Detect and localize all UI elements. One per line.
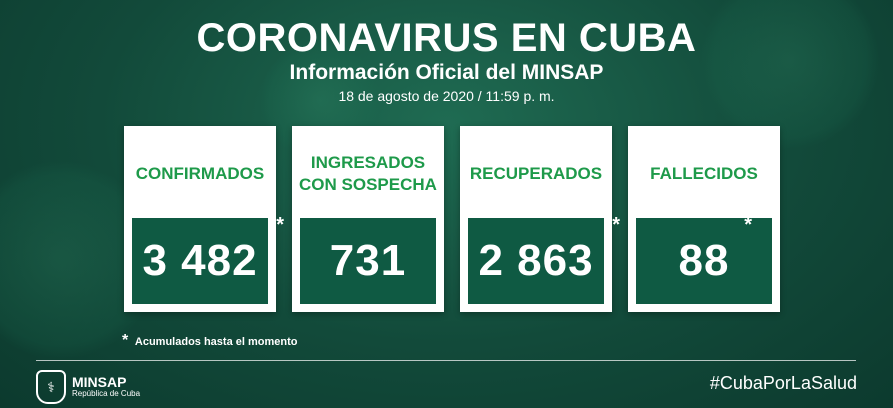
logo-sub: República de Cuba: [72, 389, 141, 398]
card-fallecidos: FALLECIDOS 88 *: [628, 126, 780, 312]
logo-text: MINSAP República de Cuba: [72, 375, 140, 399]
background-virus-decoration: [700, 0, 880, 150]
card-value: 88: [678, 236, 730, 285]
card-label: FALLECIDOS: [650, 164, 758, 183]
footer-divider: [36, 360, 856, 361]
card-confirmados: CONFIRMADOS 3 482 *: [124, 126, 284, 312]
card-value: 2 863: [478, 236, 594, 285]
footnote: * Acumulados hasta el momento: [122, 332, 297, 350]
card-value-box: 88: [636, 218, 772, 304]
card-label: CONFIRMADOS: [135, 164, 265, 183]
asterisk-marker: *: [612, 214, 620, 236]
card-value: 731: [329, 236, 407, 285]
hashtag: #CubaPorLaSalud: [709, 373, 857, 393]
card-value-box: 2 863: [468, 218, 604, 304]
card-ingresados: INGRESADOS CON SOSPECHA 731: [292, 126, 444, 312]
card-value-box: 731: [300, 218, 436, 304]
caduceus-icon: ⚕: [36, 370, 66, 404]
asterisk-marker: *: [276, 214, 284, 236]
page-subtitle: Información Oficial del MINSAP: [289, 61, 604, 84]
logo-name: MINSAP: [72, 374, 127, 390]
asterisk-marker: *: [744, 214, 752, 236]
card-value-box: 3 482: [132, 218, 268, 304]
card-value: 3 482: [142, 236, 258, 285]
report-date: 18 de agosto de 2020 / 11:59 p. m.: [338, 88, 555, 104]
footnote-star: *: [122, 332, 129, 349]
card-recuperados: RECUPERADOS 2 863 *: [460, 126, 620, 312]
card-label: INGRESADOS CON SOSPECHA: [299, 153, 437, 194]
footnote-text: Acumulados hasta el momento: [134, 336, 298, 348]
page-title: CORONAVIRUS EN CUBA: [196, 16, 697, 60]
minsap-logo: ⚕ MINSAP República de Cuba: [36, 370, 140, 404]
card-label: RECUPERADOS: [469, 164, 603, 183]
stats-cards: CONFIRMADOS 3 482 * INGRESADOS CON SOSPE…: [124, 126, 780, 316]
